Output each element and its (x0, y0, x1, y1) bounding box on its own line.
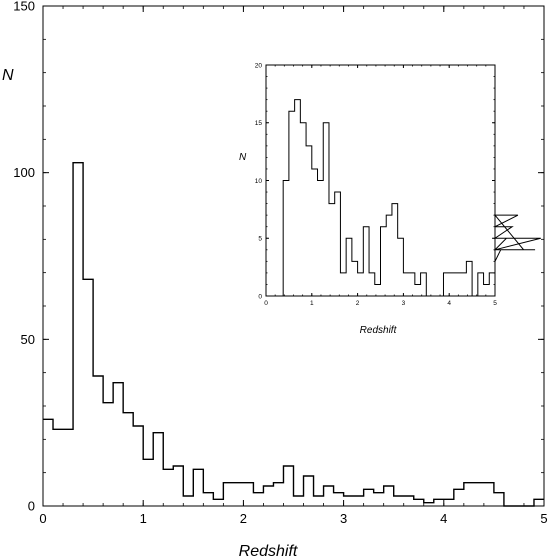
inset-y-tick-label: 15 (255, 120, 263, 127)
inset-y-tick-label: 0 (258, 293, 262, 300)
main-x-tick-label: 1 (140, 511, 147, 526)
inset-y-tick-label: 10 (255, 178, 263, 185)
main-x-tick-label: 0 (39, 511, 46, 526)
main-plot-frame (42, 5, 545, 507)
main-y-tick-label: 150 (13, 0, 35, 14)
main-x-axis-label: Redshift (239, 543, 298, 560)
main-histogram-steps (43, 161, 544, 507)
inset-x-tick-label: 2 (356, 300, 360, 307)
inset-y-tick-label: 20 (255, 62, 263, 69)
inset-chart: 0 1 2 3 4 5 0 5 10 15 20 N Redshift (239, 62, 541, 336)
main-x-tick-label: 5 (540, 511, 547, 526)
inset-y-axis-label: N (239, 152, 247, 163)
inset-x-axis-label: Redshift (360, 325, 398, 336)
inset-histogram-steps (277, 99, 541, 297)
inset-x-tick-label: 4 (447, 300, 451, 307)
main-y-tick-label: 100 (13, 165, 35, 180)
inset-y-tick-label: 5 (258, 236, 262, 243)
main-x-tick-label: 2 (240, 511, 247, 526)
inset-x-tick-label: 5 (493, 300, 497, 307)
main-y-tick-label: 0 (28, 499, 35, 514)
inset-x-tick-label: 3 (402, 300, 406, 307)
main-y-axis-label: N (2, 67, 14, 84)
inset-x-tick-label: 0 (264, 300, 268, 307)
inset-tick-labels: 0 1 2 3 4 5 0 5 10 15 20 (255, 62, 497, 307)
main-y-tick-label: 50 (21, 332, 35, 347)
main-x-tick-label: 3 (340, 511, 347, 526)
main-x-tick-label: 4 (440, 511, 447, 526)
inset-x-tick-label: 1 (310, 300, 314, 307)
